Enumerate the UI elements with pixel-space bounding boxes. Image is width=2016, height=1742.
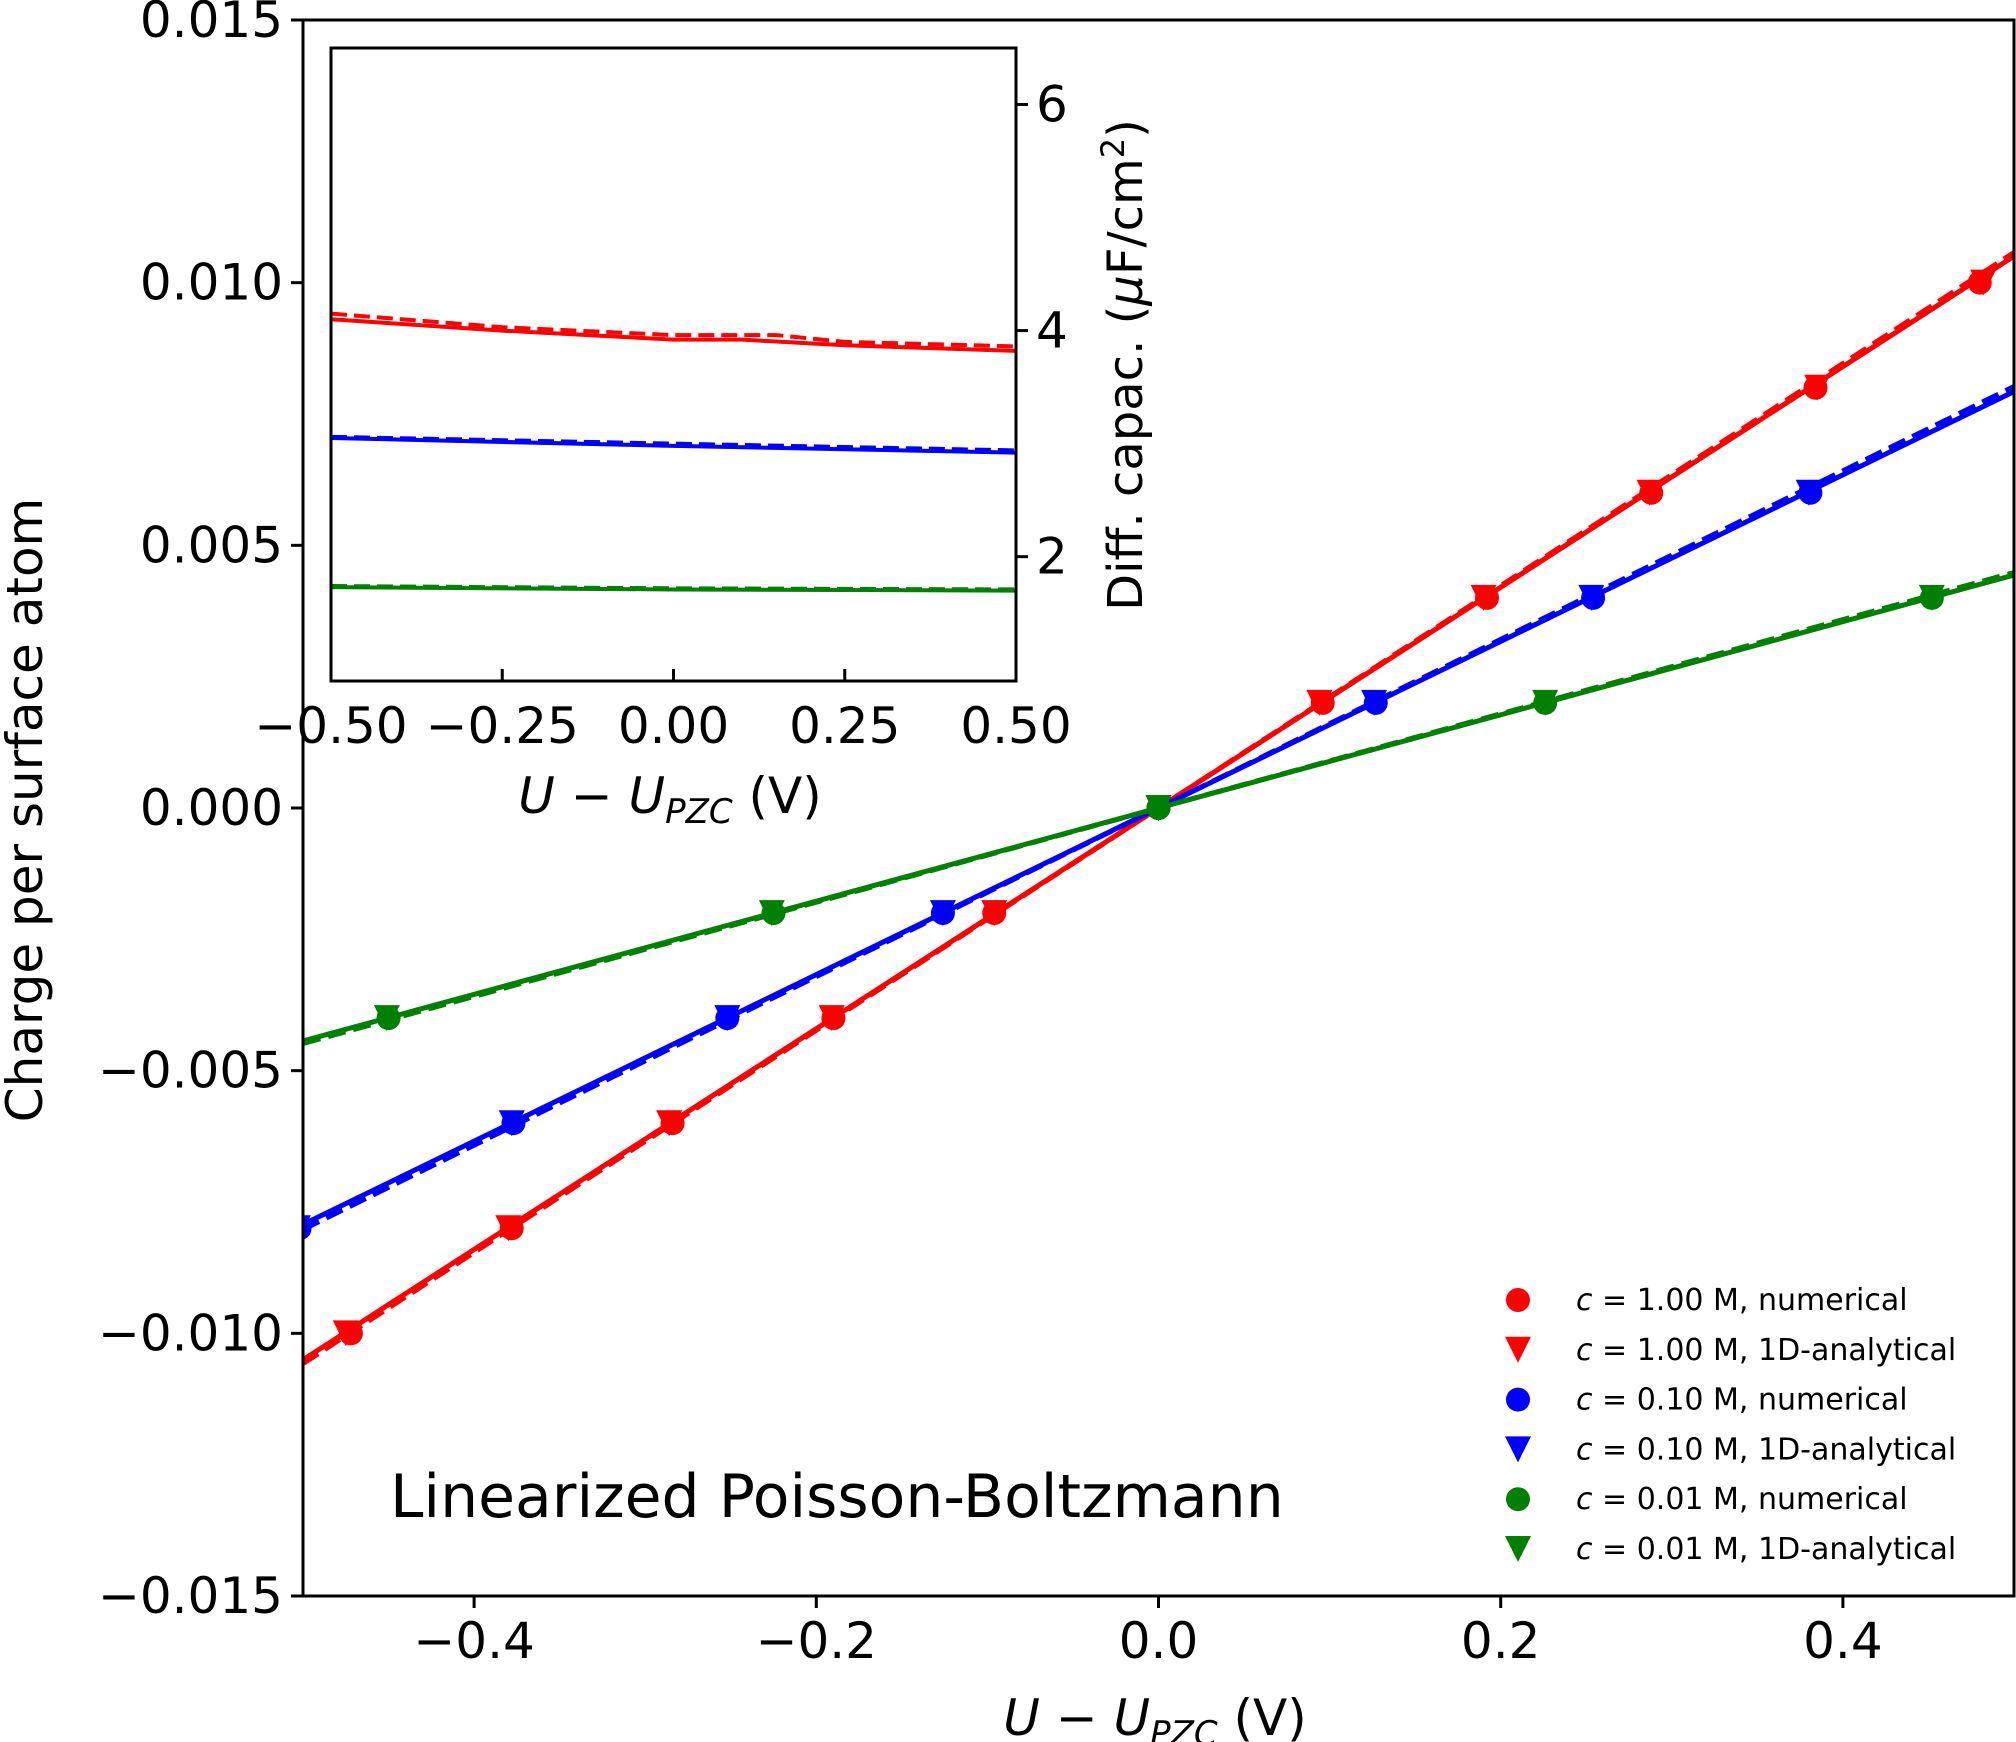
main-x-axis-label-sub: PZC xyxy=(1150,1714,1218,1742)
data-point-3-0 xyxy=(303,1215,311,1232)
data-point-5-0 xyxy=(373,1005,400,1032)
inset-y-tick-label: 4 xyxy=(1036,302,1068,360)
inset-series-line-0 xyxy=(330,317,1017,353)
inset-x-axis-label-unit: (V) xyxy=(733,767,822,825)
main-y-tick-label: −0.010 xyxy=(98,1304,283,1362)
inset-y-axis-label-close: ) xyxy=(1098,119,1154,138)
legend-entry-3: c = 0.10 M, 1D-analytical xyxy=(1576,1432,1956,1467)
main-x-tick-label: −0.4 xyxy=(413,1612,534,1670)
main-y-tick-label: −0.005 xyxy=(98,1042,283,1100)
inset-x-tick-label: 0.00 xyxy=(618,697,729,755)
inset-series-line-2 xyxy=(330,435,1017,455)
legend-marker-0 xyxy=(1506,1288,1530,1312)
inset-y-axis-label: Diff. capac. (μF/cm2) xyxy=(1094,119,1154,611)
legend-entry-2: c = 0.10 M, numerical xyxy=(1576,1383,1908,1418)
data-point-5-4 xyxy=(1918,584,1945,611)
inset-x-tick-label: 0.25 xyxy=(789,697,900,755)
data-point-3-1 xyxy=(498,1110,525,1137)
legend-marker-5 xyxy=(1505,1536,1531,1562)
inset-x-axis-label: U − UPZC (V) xyxy=(518,767,822,832)
data-point-1-6 xyxy=(1306,689,1333,716)
inset-x-axis-label-sub: PZC xyxy=(665,792,733,832)
data-point-5-2 xyxy=(1145,795,1172,821)
chart-annotation: Linearized Poisson-Boltzmann xyxy=(390,1462,1284,1532)
inset-y-axis-label-sup: 2 xyxy=(1094,138,1132,158)
main-x-axis-label: U − UPZC (V) xyxy=(1003,1689,1307,1742)
legend-marker-1 xyxy=(1505,1336,1531,1363)
inset-x-axis-label-main: U − U xyxy=(518,767,665,825)
data-point-1-7 xyxy=(1470,584,1497,611)
inset-series-line-1 xyxy=(330,311,1017,349)
main-y-tick-label: 0.000 xyxy=(140,779,283,837)
inset-series-line-4 xyxy=(330,585,1017,593)
data-point-5-3 xyxy=(1532,689,1559,716)
legend-marker-2 xyxy=(1506,1387,1530,1412)
data-point-1-8 xyxy=(1636,479,1663,506)
inset-y-tick-label: 2 xyxy=(1036,528,1068,586)
main-markers-group xyxy=(303,269,1997,1347)
data-point-3-2 xyxy=(714,1005,741,1032)
data-point-3-6 xyxy=(1578,584,1605,611)
data-point-1-2 xyxy=(656,1110,683,1137)
main-x-tick-label: −0.2 xyxy=(756,1612,877,1670)
data-point-1-10 xyxy=(1970,269,1997,296)
data-point-5-1 xyxy=(758,900,785,927)
main-y-tick-label: 0.005 xyxy=(140,516,283,574)
legend-entry-4: c = 0.01 M, numerical xyxy=(1576,1482,1908,1517)
data-point-1-1 xyxy=(495,1215,522,1242)
inset-ticks-group: −0.50 −0.25 0.00 0.25 0.50 2 4 6 xyxy=(254,76,1071,755)
inset-x-tick-label: 0.50 xyxy=(960,697,1071,755)
main-y-tick-label: 0.015 xyxy=(140,0,283,49)
inset-y-axis-label-mu: μ xyxy=(1098,275,1154,307)
main-x-tick-label: 0.2 xyxy=(1461,1612,1541,1670)
main-y-tick-label: 0.010 xyxy=(140,254,283,312)
data-point-1-4 xyxy=(981,900,1008,927)
main-ticks-group: −0.4 −0.2 0.0 0.2 0.4−0.015−0.010−0.0050.000… xyxy=(98,0,1883,1670)
inset-x-tick-label: −0.25 xyxy=(426,697,579,755)
legend: c = 1.00 M, numerical c = 1.00 M, 1D-anal… xyxy=(1505,1283,1956,1567)
inset-y-axis-label-main: Diff. capac. ( xyxy=(1098,306,1154,611)
main-x-tick-label: 0.0 xyxy=(1119,1612,1199,1670)
legend-marker-4 xyxy=(1506,1487,1530,1512)
data-point-1-0 xyxy=(332,1320,359,1347)
inset-x-tick-label: −0.50 xyxy=(254,697,407,755)
inset-y-tick-label: 6 xyxy=(1036,76,1068,134)
data-point-3-3 xyxy=(929,900,956,927)
inset-y-axis-label-unit: F/cm xyxy=(1098,158,1154,275)
legend-entry-1: c = 1.00 M, 1D-analytical xyxy=(1576,1333,1956,1368)
legend-entry-5: c = 0.01 M, 1D-analytical xyxy=(1576,1532,1956,1567)
data-point-3-7 xyxy=(1795,479,1822,506)
legend-marker-3 xyxy=(1505,1436,1531,1463)
data-point-1-9 xyxy=(1804,374,1831,401)
main-x-tick-label: 0.4 xyxy=(1803,1612,1883,1670)
main-x-axis-label-unit: (V) xyxy=(1218,1689,1307,1742)
legend-entry-0: c = 1.00 M, numerical xyxy=(1576,1283,1908,1318)
data-point-3-5 xyxy=(1361,689,1388,716)
inset-background xyxy=(331,48,1016,681)
main-y-tick-label: −0.015 xyxy=(98,1567,283,1625)
inset-plot-area: −0.50 −0.25 0.00 0.25 0.50 2 4 6 U − UPZC (V) D… xyxy=(254,46,1154,832)
data-point-1-3 xyxy=(818,1005,845,1032)
inset-series-group xyxy=(330,311,1017,593)
main-y-axis-label: Charge per surface atom xyxy=(0,498,54,1123)
main-x-axis-label-main: U − U xyxy=(1003,1689,1150,1742)
